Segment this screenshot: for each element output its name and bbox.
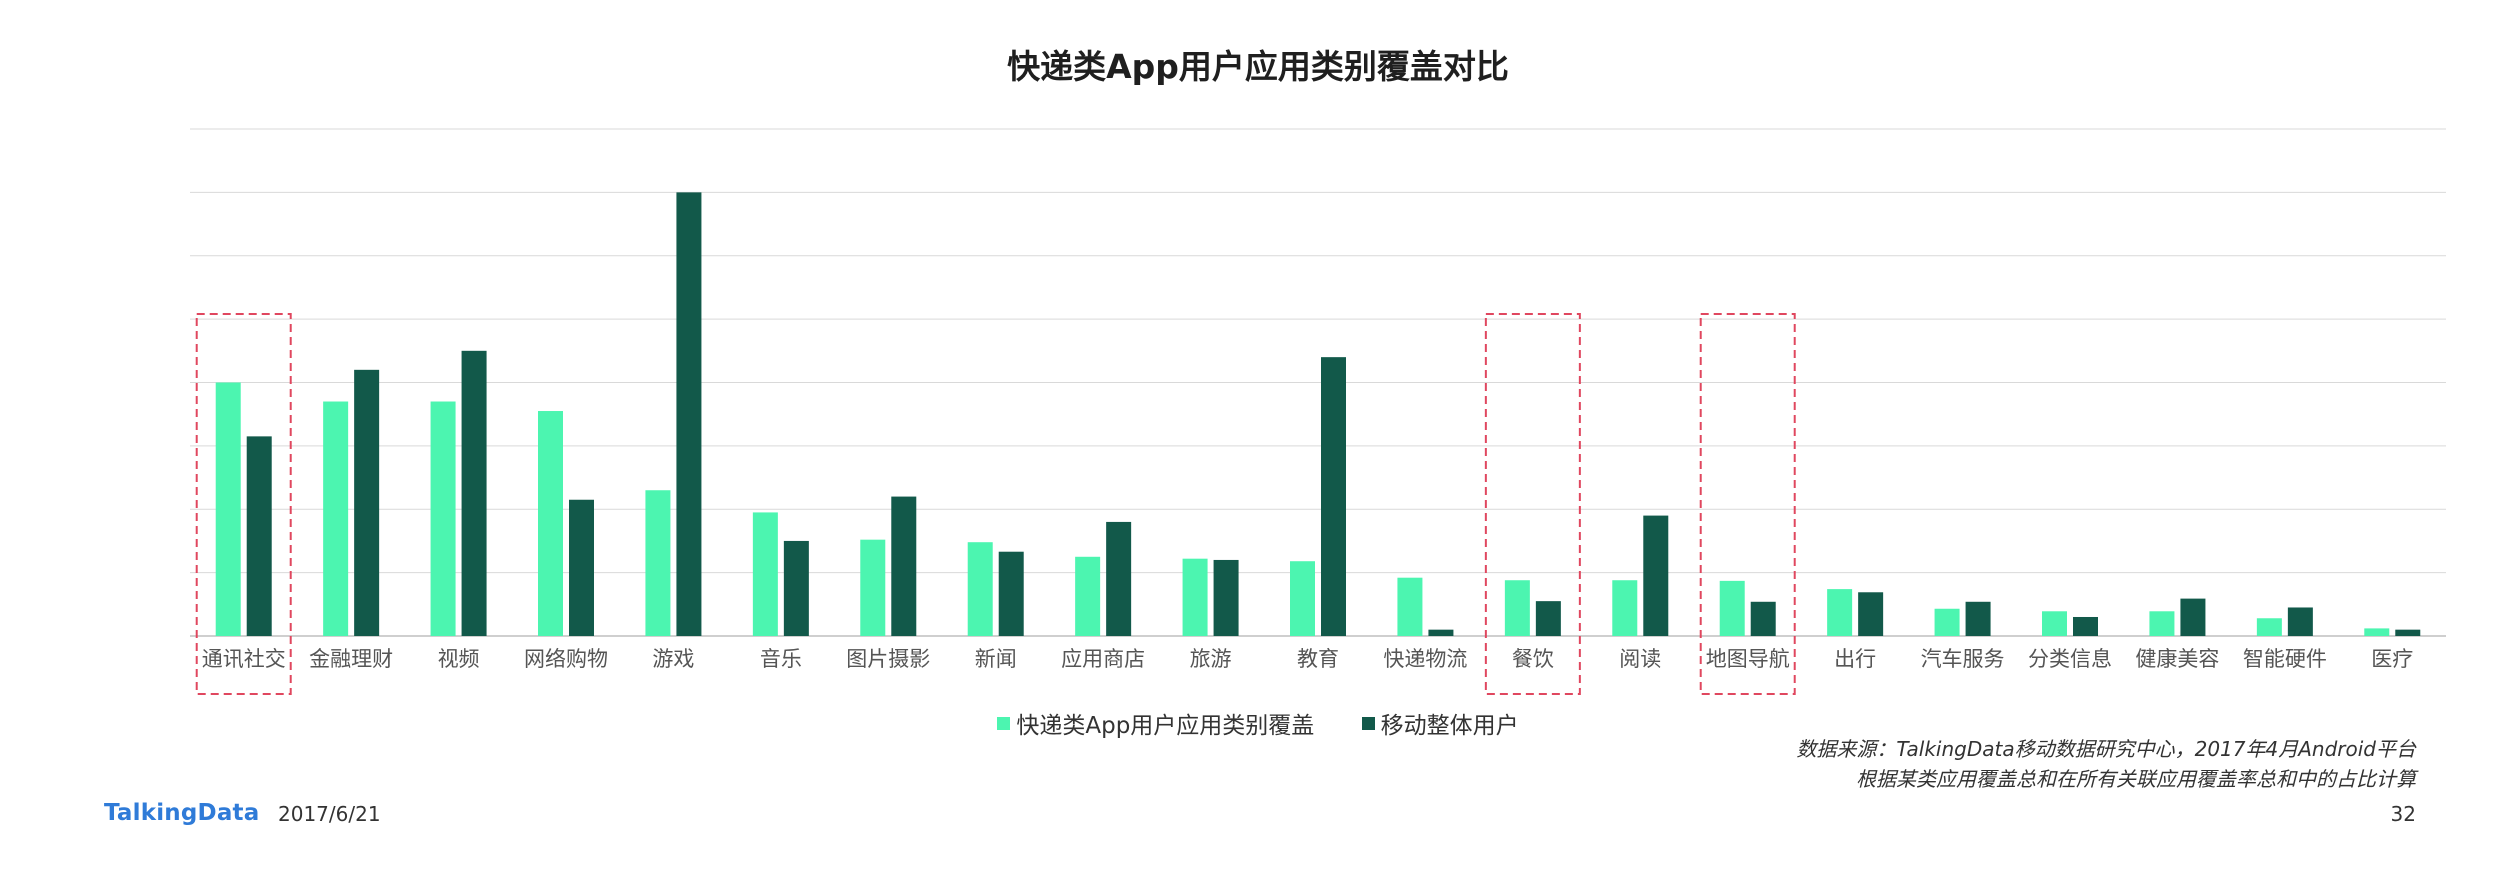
x-tick-label: 汽车服务 [1921,647,2005,671]
bar-series-2-19 [2287,607,2313,636]
bar-series-2-11 [1428,629,1454,636]
bar-series-1-4 [645,490,671,636]
bar-series-2-8 [1106,521,1132,636]
bar-series-2-13 [1643,515,1669,636]
talkingdata-logo: TalkingData [104,800,260,826]
x-tick-label: 网络购物 [524,647,608,671]
x-tick-label: 医疗 [2371,647,2413,671]
bar-series-2-1 [354,369,380,636]
bar-series-1-18 [2149,611,2175,636]
bar-series-2-15 [1858,592,1884,636]
highlight-box [1484,313,1581,695]
bar-series-2-2 [461,350,487,636]
bar-series-2-7 [998,551,1024,636]
highlight-box [1699,313,1796,695]
bar-series-1-15 [1827,589,1853,636]
x-tick-label: 快递物流 [1383,647,1467,671]
x-tick-label: 教育 [1297,647,1339,671]
x-tick-label: 游戏 [652,647,694,671]
bar-series-2-16 [1965,601,1991,636]
x-tick-label: 音乐 [760,647,802,671]
x-tick-label: 餐饮 [1512,647,1554,671]
x-tick-label: 地图导航 [1706,647,1790,671]
bar-series-1-0 [215,382,241,636]
x-tick-label: 旅游 [1190,647,1232,671]
bar-series-2-3 [569,499,594,636]
x-tick-label: 出行 [1834,647,1876,671]
bar-series-2-20 [2395,629,2421,636]
bar-series-2-0 [246,436,272,636]
bar-series-1-1 [323,401,349,636]
footer-date: 2017/6/21 [278,802,381,826]
x-tick-label: 视频 [438,647,480,671]
x-tick-label: 应用商店 [1061,647,1145,671]
legend: 快递类App用户应用类别覆盖 移动整体用户 [0,706,2516,740]
legend-swatch-series-2 [1361,716,1375,730]
x-tick-label: 分类信息 [2028,647,2112,671]
x-tick-label: 通讯社交 [202,647,286,671]
x-tick-label: 阅读 [1619,647,1661,671]
bar-series-2-18 [2180,598,2206,636]
bar-series-1-6 [860,539,886,636]
bar-series-1-20 [2364,628,2390,636]
bar-series-1-16 [1934,608,1960,636]
legend-label-series-2: 移动整体用户 [1380,713,1519,739]
bar-series-1-19 [2256,618,2282,636]
bar-series-2-17 [2073,616,2098,636]
bars [215,192,2421,636]
bar-series-2-4 [676,192,702,636]
bar-series-1-10 [1290,561,1315,636]
x-tick-label: 金融理财 [309,647,393,671]
source-line-1: 数据来源：TalkingData移动数据研究中心，2017年4月Android平… [1796,737,2416,761]
bar-series-1-5 [752,512,778,636]
chart-title: 快递类App用户应用类别覆盖对比 [1007,47,1509,86]
bar-series-2-5 [783,540,809,636]
bar-series-2-6 [891,496,917,636]
bar-series-2-9 [1213,559,1239,636]
bar-series-1-13 [1612,580,1638,636]
data-source-note: 数据来源：TalkingData移动数据研究中心，2017年4月Android平… [1796,734,2416,794]
x-tick-label: 图片摄影 [846,647,930,671]
legend-label-series-1: 快递类App用户应用类别覆盖 [1016,713,1315,739]
bar-series-1-12 [1504,580,1530,636]
bar-series-2-14 [1750,601,1776,636]
bar-series-1-2 [430,401,456,636]
bar-series-1-17 [2042,611,2067,636]
bar-series-1-14 [1719,580,1745,636]
legend-item-series-2: 移动整体用户 [1361,706,1519,740]
bar-series-1-3 [538,411,563,636]
page-number: 32 [2390,802,2416,826]
x-tick-labels: 通讯社交 金融理财 视频 网络购物 游戏 音乐 图片摄影 新闻 应用商店 旅游 教育 快递物流 餐饮 阅读… [202,647,2414,671]
x-tick-label: 智能硬件 [2243,647,2327,671]
bar-series-2-12 [1535,601,1561,636]
bar-series-1-11 [1397,577,1423,636]
bar-series-1-8 [1075,556,1101,636]
legend-item-series-1: 快递类App用户应用类别覆盖 [997,706,1314,740]
highlight-boxes [195,313,1796,695]
x-tick-label: 新闻 [975,647,1017,671]
bar-series-2-10 [1321,357,1346,636]
bar-series-1-9 [1182,558,1208,636]
legend-swatch-series-1 [997,716,1011,730]
x-tick-label: 健康美容 [2135,647,2219,671]
source-line-2: 根据某类应用覆盖总和在所有关联应用覆盖率总和中的占比计算 [1856,767,2416,791]
highlight-box [195,313,292,695]
gridlines [190,128,2446,637]
bar-series-1-7 [967,542,993,636]
